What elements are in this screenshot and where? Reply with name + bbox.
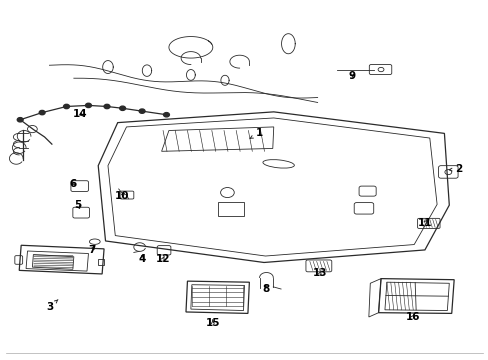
Text: 4: 4: [138, 254, 145, 264]
Text: 5: 5: [74, 200, 81, 210]
Text: 10: 10: [114, 191, 129, 201]
Text: 13: 13: [312, 268, 326, 278]
Circle shape: [39, 111, 45, 115]
Text: 9: 9: [347, 71, 355, 81]
Circle shape: [120, 106, 125, 111]
Text: 2: 2: [448, 164, 462, 174]
Text: 6: 6: [69, 179, 76, 189]
Text: 11: 11: [417, 218, 431, 228]
Text: 7: 7: [88, 245, 96, 255]
Text: 8: 8: [262, 284, 269, 294]
Circle shape: [17, 118, 23, 122]
Circle shape: [63, 104, 69, 109]
Text: 12: 12: [156, 254, 170, 264]
Text: 16: 16: [405, 312, 419, 322]
Text: 15: 15: [205, 318, 220, 328]
Bar: [217, 202, 244, 216]
Text: 1: 1: [249, 129, 262, 138]
Text: 3: 3: [46, 300, 58, 312]
Text: 14: 14: [73, 109, 87, 119]
Circle shape: [104, 104, 110, 109]
Circle shape: [85, 103, 91, 108]
Bar: [98, 259, 104, 265]
Circle shape: [139, 109, 145, 113]
Circle shape: [163, 113, 169, 117]
